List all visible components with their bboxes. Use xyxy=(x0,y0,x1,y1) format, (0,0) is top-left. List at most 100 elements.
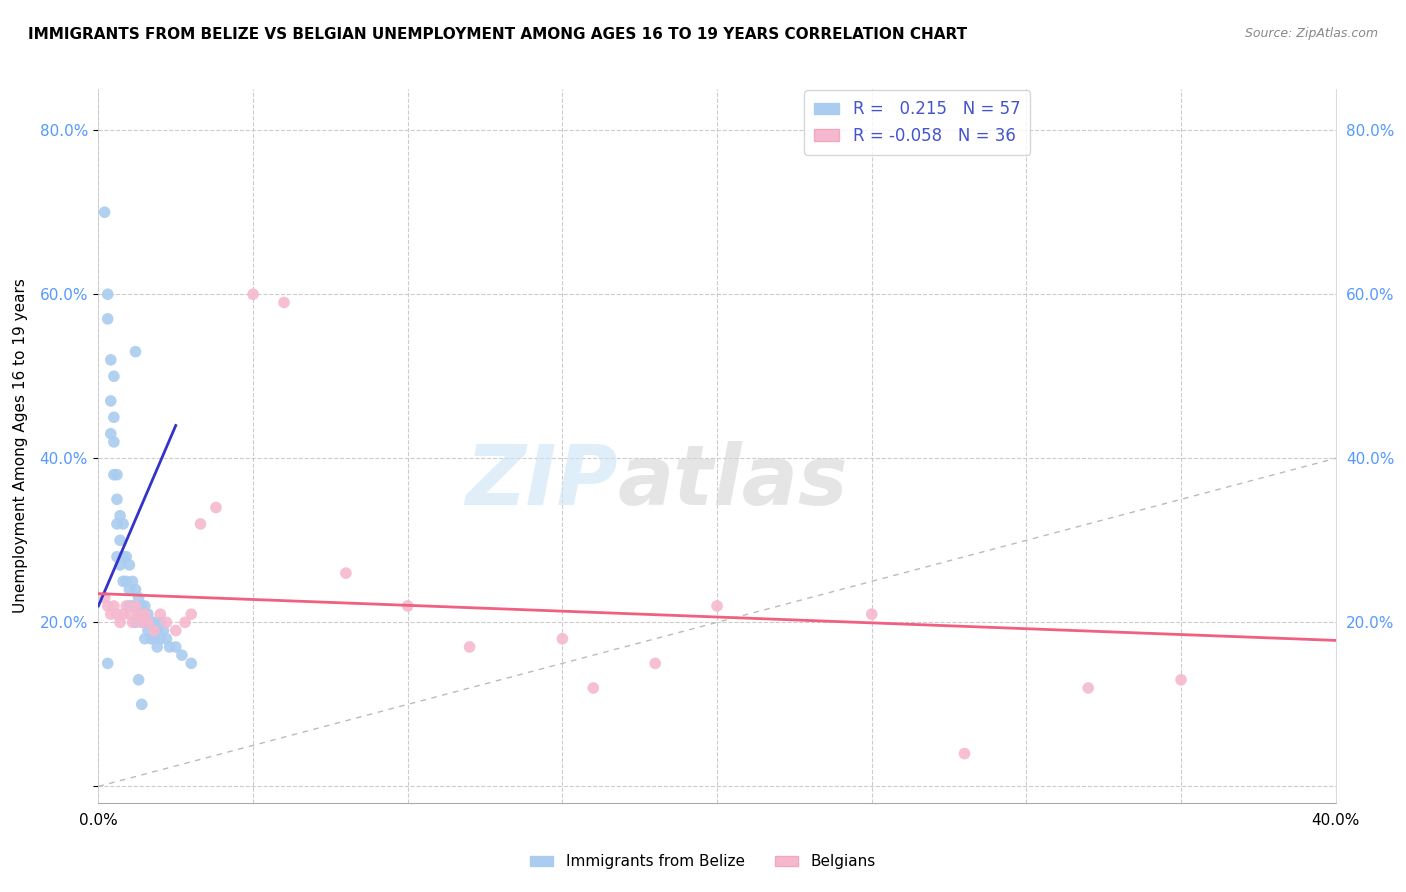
Point xyxy=(180,607,202,622)
Point xyxy=(582,681,605,695)
Point xyxy=(108,615,131,630)
Point xyxy=(128,673,150,687)
Point xyxy=(97,657,120,671)
Point xyxy=(103,467,125,482)
Point xyxy=(139,615,162,630)
Point xyxy=(128,591,150,605)
Point xyxy=(139,632,162,646)
Text: atlas: atlas xyxy=(619,442,849,522)
Legend: Immigrants from Belize, Belgians: Immigrants from Belize, Belgians xyxy=(524,848,882,875)
Point xyxy=(131,615,153,630)
Point xyxy=(155,632,177,646)
Point xyxy=(121,615,143,630)
Point xyxy=(100,352,122,367)
Point xyxy=(97,599,120,613)
Point xyxy=(124,615,146,630)
Point xyxy=(180,657,202,671)
Point xyxy=(115,599,138,613)
Point xyxy=(103,410,125,425)
Point xyxy=(131,615,153,630)
Point xyxy=(108,508,131,523)
Point xyxy=(124,582,146,597)
Point xyxy=(205,500,228,515)
Point xyxy=(174,615,197,630)
Point xyxy=(128,607,150,622)
Point xyxy=(190,516,212,531)
Point xyxy=(131,599,153,613)
Point xyxy=(112,549,135,564)
Point xyxy=(115,549,138,564)
Point xyxy=(860,607,883,622)
Point xyxy=(170,648,193,662)
Point xyxy=(93,591,115,605)
Point xyxy=(105,549,128,564)
Point xyxy=(136,615,159,630)
Point xyxy=(108,533,131,548)
Point xyxy=(93,205,115,219)
Point xyxy=(121,599,143,613)
Point xyxy=(134,599,156,613)
Point xyxy=(100,426,122,441)
Point xyxy=(131,698,153,712)
Point xyxy=(149,607,172,622)
Point xyxy=(124,599,146,613)
Point xyxy=(112,574,135,589)
Point xyxy=(100,607,122,622)
Point xyxy=(143,632,166,646)
Point xyxy=(100,393,122,408)
Point xyxy=(953,747,976,761)
Point xyxy=(136,607,159,622)
Point xyxy=(551,632,574,646)
Point xyxy=(112,607,135,622)
Point xyxy=(118,582,141,597)
Point xyxy=(134,607,156,622)
Y-axis label: Unemployment Among Ages 16 to 19 years: Unemployment Among Ages 16 to 19 years xyxy=(14,278,28,614)
Point xyxy=(149,632,172,646)
Point xyxy=(97,287,120,301)
Point xyxy=(112,516,135,531)
Point xyxy=(97,311,120,326)
Point xyxy=(159,640,181,654)
Point xyxy=(118,607,141,622)
Point xyxy=(143,615,166,630)
Point xyxy=(115,574,138,589)
Point xyxy=(165,640,187,654)
Point xyxy=(103,599,125,613)
Point xyxy=(1170,673,1192,687)
Point xyxy=(134,615,156,630)
Point xyxy=(335,566,357,581)
Point xyxy=(152,624,174,638)
Point xyxy=(273,295,295,310)
Point xyxy=(149,615,172,630)
Point xyxy=(242,287,264,301)
Point xyxy=(124,344,146,359)
Point xyxy=(146,624,169,638)
Point xyxy=(124,599,146,613)
Point xyxy=(105,607,128,622)
Point xyxy=(146,640,169,654)
Point xyxy=(105,492,128,507)
Point xyxy=(165,624,187,638)
Legend: R =   0.215   N = 57, R = -0.058   N = 36: R = 0.215 N = 57, R = -0.058 N = 36 xyxy=(804,90,1031,154)
Point xyxy=(105,516,128,531)
Point xyxy=(155,615,177,630)
Point xyxy=(136,624,159,638)
Text: ZIP: ZIP xyxy=(465,442,619,522)
Point xyxy=(1077,681,1099,695)
Point xyxy=(103,369,125,384)
Point xyxy=(644,657,666,671)
Point xyxy=(134,632,156,646)
Point xyxy=(128,607,150,622)
Text: Source: ZipAtlas.com: Source: ZipAtlas.com xyxy=(1244,27,1378,40)
Point xyxy=(396,599,419,613)
Point xyxy=(108,558,131,572)
Point xyxy=(105,467,128,482)
Point xyxy=(118,558,141,572)
Point xyxy=(103,434,125,449)
Point xyxy=(121,574,143,589)
Point xyxy=(458,640,481,654)
Point xyxy=(118,599,141,613)
Point xyxy=(706,599,728,613)
Point xyxy=(143,624,166,638)
Text: IMMIGRANTS FROM BELIZE VS BELGIAN UNEMPLOYMENT AMONG AGES 16 TO 19 YEARS CORRELA: IMMIGRANTS FROM BELIZE VS BELGIAN UNEMPL… xyxy=(28,27,967,42)
